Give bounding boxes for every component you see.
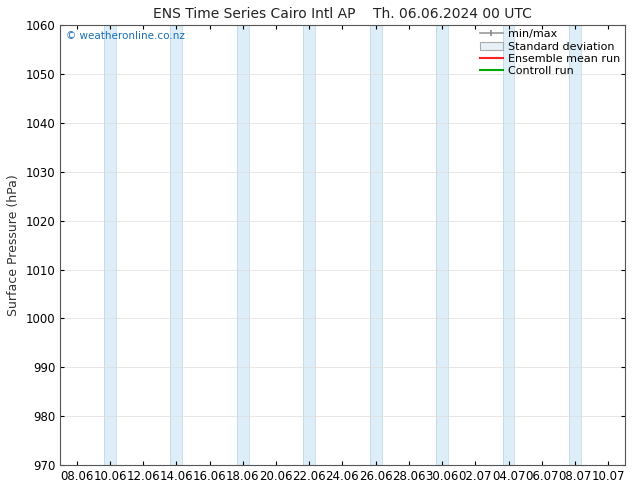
Text: © weatheronline.co.nz: © weatheronline.co.nz <box>66 31 184 42</box>
Bar <box>237 25 249 465</box>
Bar <box>436 25 448 465</box>
Y-axis label: Surface Pressure (hPa): Surface Pressure (hPa) <box>7 174 20 316</box>
Title: ENS Time Series Cairo Intl AP    Th. 06.06.2024 00 UTC: ENS Time Series Cairo Intl AP Th. 06.06.… <box>153 7 532 21</box>
Bar <box>171 25 183 465</box>
Bar <box>503 25 514 465</box>
Legend: min/max, Standard deviation, Ensemble mean run, Controll run: min/max, Standard deviation, Ensemble me… <box>478 27 623 78</box>
Bar <box>303 25 315 465</box>
Bar <box>569 25 581 465</box>
Bar <box>104 25 116 465</box>
Bar <box>370 25 382 465</box>
